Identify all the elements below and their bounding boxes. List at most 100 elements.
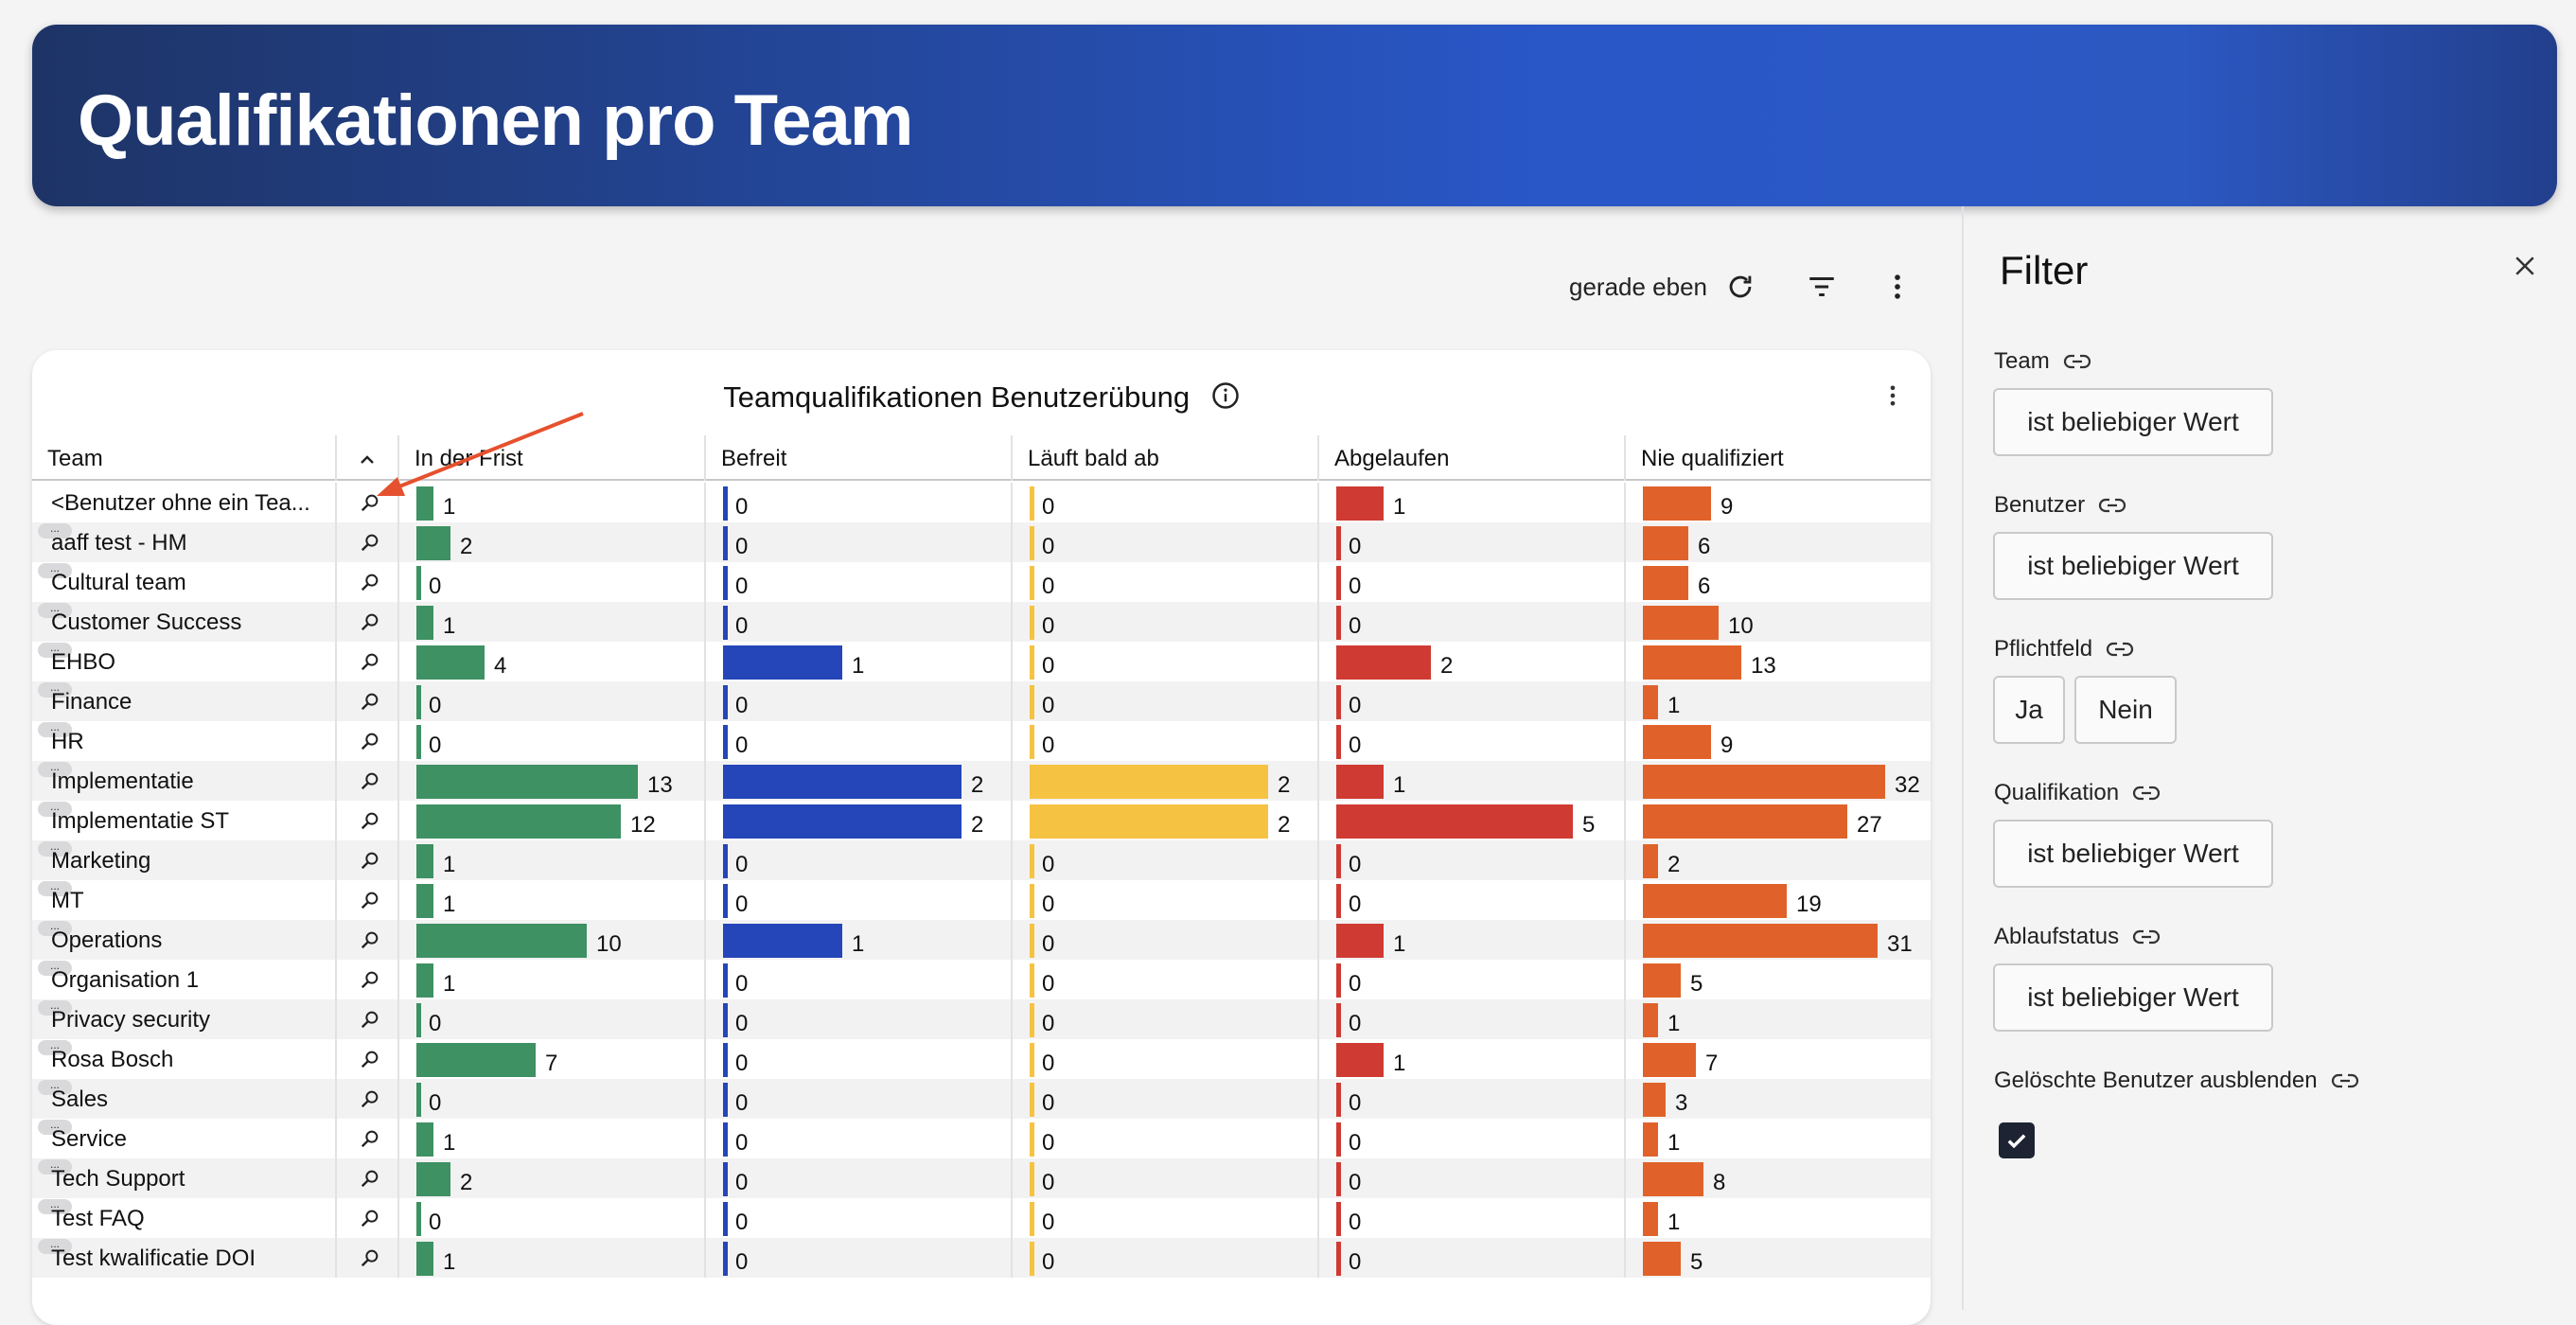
zoom-icon[interactable] xyxy=(360,731,380,751)
bar-in_frist[interactable] xyxy=(416,1202,421,1236)
bar-in_frist[interactable] xyxy=(416,1242,433,1276)
link-icon[interactable] xyxy=(2098,496,2126,515)
more-pill[interactable]: ... xyxy=(38,1119,72,1135)
bar-in_frist[interactable] xyxy=(416,1122,433,1157)
zoom-icon[interactable] xyxy=(360,492,380,513)
more-pill[interactable]: ... xyxy=(38,880,72,896)
more-pill[interactable]: ... xyxy=(38,522,72,539)
bar-abgelaufen[interactable] xyxy=(1336,645,1431,680)
bar-laeuft[interactable] xyxy=(1030,685,1034,719)
bar-laeuft[interactable] xyxy=(1030,804,1268,839)
bar-abgelaufen[interactable] xyxy=(1336,1083,1341,1117)
bar-nie[interactable] xyxy=(1643,566,1688,600)
bar-in_frist[interactable] xyxy=(416,1162,450,1196)
geloeschte-benutzer-checkbox[interactable] xyxy=(1999,1122,2035,1158)
bar-in_frist[interactable] xyxy=(416,526,450,560)
zoom-icon[interactable] xyxy=(360,1208,380,1228)
zoom-icon[interactable] xyxy=(360,572,380,592)
bar-befreit[interactable] xyxy=(723,1162,728,1196)
bar-nie[interactable] xyxy=(1643,1162,1703,1196)
column-header-laeuft-bald-ab[interactable]: Läuft bald ab xyxy=(1013,435,1319,481)
more-pill[interactable]: ... xyxy=(38,840,72,857)
column-header-abgelaufen[interactable]: Abgelaufen xyxy=(1319,435,1626,481)
bar-befreit[interactable] xyxy=(723,725,728,759)
bar-laeuft[interactable] xyxy=(1030,963,1034,998)
bar-laeuft[interactable] xyxy=(1030,566,1034,600)
filter-team-button[interactable]: ist beliebiger Wert xyxy=(1993,388,2273,456)
bar-nie[interactable] xyxy=(1643,1202,1658,1236)
bar-abgelaufen[interactable] xyxy=(1336,725,1341,759)
more-pill[interactable]: ... xyxy=(38,1039,72,1055)
zoom-icon[interactable] xyxy=(360,1088,380,1109)
filter-icon[interactable] xyxy=(1798,263,1845,310)
more-pill[interactable]: ... xyxy=(38,721,72,737)
bar-befreit[interactable] xyxy=(723,566,728,600)
bar-in_frist[interactable] xyxy=(416,1043,536,1077)
bar-abgelaufen[interactable] xyxy=(1336,486,1384,521)
bar-in_frist[interactable] xyxy=(416,844,433,878)
bar-nie[interactable] xyxy=(1643,1083,1666,1117)
bar-befreit[interactable] xyxy=(723,486,728,521)
zoom-icon[interactable] xyxy=(360,850,380,871)
bar-abgelaufen[interactable] xyxy=(1336,1162,1341,1196)
bar-in_frist[interactable] xyxy=(416,566,421,600)
bar-nie[interactable] xyxy=(1643,486,1711,521)
card-more-icon[interactable] xyxy=(1879,382,1906,414)
column-header-nie-qualifiziert[interactable]: Nie qualifiziert xyxy=(1641,446,1784,471)
bar-abgelaufen[interactable] xyxy=(1336,1003,1341,1037)
bar-laeuft[interactable] xyxy=(1030,924,1034,958)
bar-abgelaufen[interactable] xyxy=(1336,1122,1341,1157)
bar-abgelaufen[interactable] xyxy=(1336,963,1341,998)
bar-in_frist[interactable] xyxy=(416,1083,421,1117)
bar-befreit[interactable] xyxy=(723,1242,728,1276)
bar-in_frist[interactable] xyxy=(416,645,485,680)
refresh-icon[interactable] xyxy=(1717,263,1764,310)
bar-laeuft[interactable] xyxy=(1030,606,1034,640)
zoom-icon[interactable] xyxy=(360,691,380,712)
bar-laeuft[interactable] xyxy=(1030,645,1034,680)
more-pill[interactable]: ... xyxy=(38,1079,72,1095)
bar-laeuft[interactable] xyxy=(1030,1242,1034,1276)
zoom-icon[interactable] xyxy=(360,810,380,831)
filter-pflichtfeld-ja-button[interactable]: Ja xyxy=(1993,676,2065,744)
bar-nie[interactable] xyxy=(1643,1242,1681,1276)
bar-befreit[interactable] xyxy=(723,804,962,839)
bar-nie[interactable] xyxy=(1643,606,1719,640)
bar-abgelaufen[interactable] xyxy=(1336,884,1341,918)
bar-nie[interactable] xyxy=(1643,924,1878,958)
more-pill[interactable]: ... xyxy=(38,602,72,618)
bar-befreit[interactable] xyxy=(723,884,728,918)
filter-qualifikation-button[interactable]: ist beliebiger Wert xyxy=(1993,820,2273,888)
bar-befreit[interactable] xyxy=(723,1003,728,1037)
bar-befreit[interactable] xyxy=(723,645,842,680)
link-icon[interactable] xyxy=(2331,1071,2359,1090)
bar-in_frist[interactable] xyxy=(416,486,433,521)
zoom-icon[interactable] xyxy=(360,651,380,672)
bar-abgelaufen[interactable] xyxy=(1336,924,1384,958)
bar-laeuft[interactable] xyxy=(1030,526,1034,560)
sort-ascending-icon[interactable] xyxy=(337,435,399,481)
bar-nie[interactable] xyxy=(1643,963,1681,998)
link-icon[interactable] xyxy=(2132,928,2161,946)
zoom-icon[interactable] xyxy=(360,611,380,632)
filter-ablaufstatus-button[interactable]: ist beliebiger Wert xyxy=(1993,963,2273,1032)
more-pill[interactable]: ... xyxy=(38,681,72,698)
bar-befreit[interactable] xyxy=(723,844,728,878)
link-icon[interactable] xyxy=(2132,784,2161,803)
bar-in_frist[interactable] xyxy=(416,606,433,640)
column-header-team[interactable]: Team xyxy=(32,435,337,481)
bar-nie[interactable] xyxy=(1643,526,1688,560)
bar-laeuft[interactable] xyxy=(1030,1003,1034,1037)
bar-in_frist[interactable] xyxy=(416,765,638,799)
bar-befreit[interactable] xyxy=(723,1043,728,1077)
zoom-icon[interactable] xyxy=(360,929,380,950)
more-pill[interactable]: ... xyxy=(38,999,72,1016)
bar-in_frist[interactable] xyxy=(416,924,587,958)
bar-laeuft[interactable] xyxy=(1030,1122,1034,1157)
bar-abgelaufen[interactable] xyxy=(1336,526,1341,560)
zoom-icon[interactable] xyxy=(360,1009,380,1030)
bar-befreit[interactable] xyxy=(723,1083,728,1117)
bar-nie[interactable] xyxy=(1643,1003,1658,1037)
bar-befreit[interactable] xyxy=(723,606,728,640)
bar-in_frist[interactable] xyxy=(416,884,433,918)
